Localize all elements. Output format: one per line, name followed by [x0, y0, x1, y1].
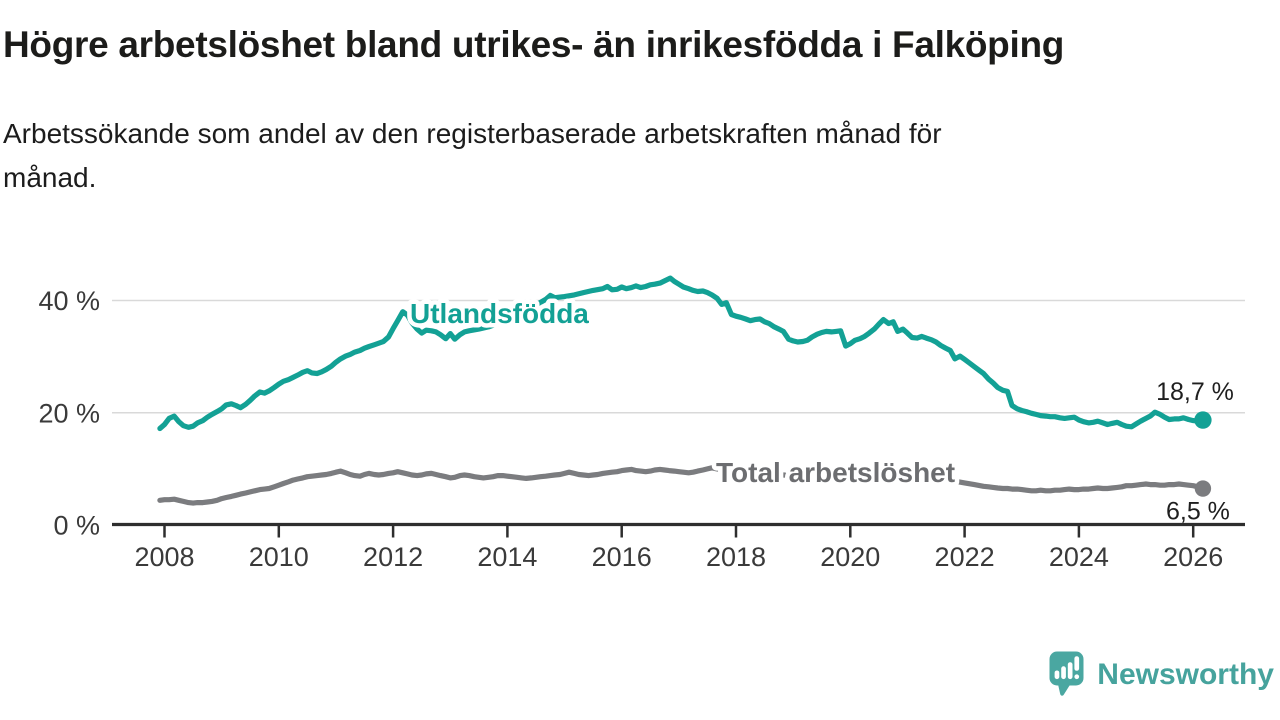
- series-line-utlandsfodda: [157, 275, 1206, 432]
- series-label-utlandsfodda: Utlandsfödda: [410, 298, 589, 329]
- x-tick-label: 2022: [935, 542, 995, 572]
- x-tick-label: 2008: [134, 542, 194, 572]
- chart-subtitle-line1: Arbetssökande som andel av den registerb…: [3, 118, 942, 149]
- y-tick-label: 20 %: [38, 398, 100, 428]
- x-tick-label: 2012: [363, 542, 423, 572]
- chart-title: Högre arbetslöshet bland utrikes- än inr…: [3, 24, 1065, 65]
- end-dot-total: [1194, 480, 1212, 497]
- x-tick-label: 2014: [477, 542, 537, 572]
- y-tick-label: 40 %: [38, 286, 100, 316]
- x-tick-label: 2020: [820, 542, 880, 572]
- newsworthy-logo: Newsworthy: [1049, 651, 1274, 698]
- x-tick-label: 2018: [706, 542, 766, 572]
- end-value-label-utlandsfodda: 18,7 %: [1156, 378, 1234, 406]
- end-dot-utlandsfodda: [1194, 411, 1212, 429]
- newsworthy-wordmark: Newsworthy: [1097, 657, 1274, 691]
- newsworthy-bubble-icon: [1049, 651, 1084, 696]
- x-tick-label: 2010: [249, 542, 309, 572]
- x-tick-label: 2024: [1049, 542, 1109, 572]
- chart-subtitle: Arbetssökande som andel av den registerb…: [3, 112, 942, 200]
- series-line-total: [157, 465, 1206, 506]
- end-value-label-total: 6,5 %: [1166, 498, 1230, 526]
- series-label-total: Total arbetslöshet: [716, 457, 955, 488]
- x-tick-label: 2016: [592, 542, 652, 572]
- x-tick-label: 2026: [1163, 542, 1223, 572]
- chart-subtitle-line2: månad.: [3, 162, 97, 193]
- y-tick-label: 0 %: [53, 511, 100, 541]
